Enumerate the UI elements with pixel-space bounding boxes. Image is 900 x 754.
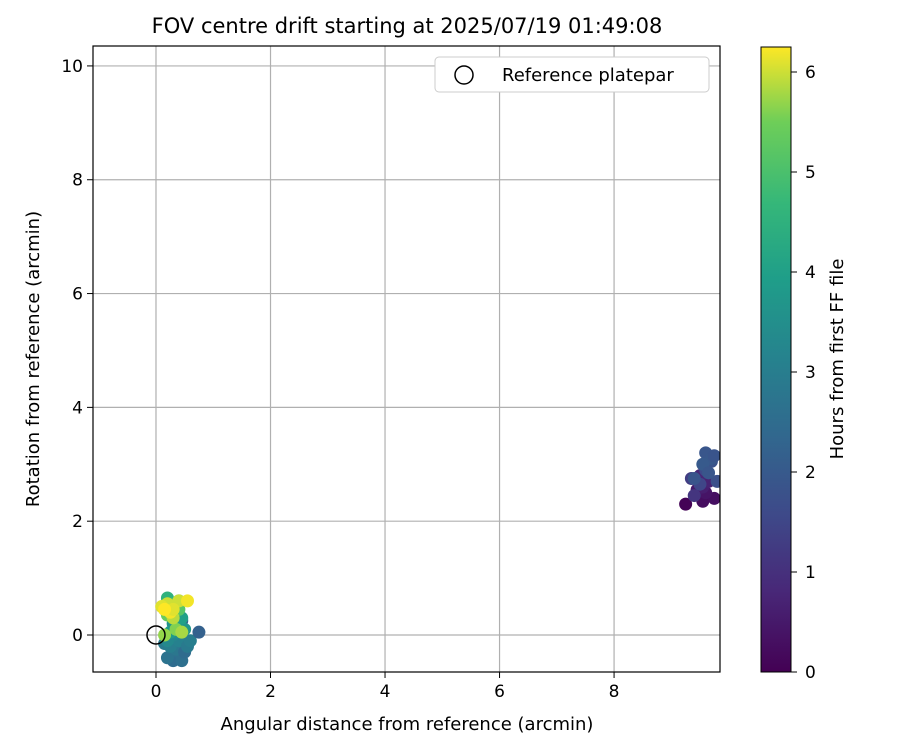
y-tick-label: 4: [72, 398, 83, 418]
scatter-point: [175, 625, 189, 639]
legend-entry-reference: Reference platepar: [502, 65, 674, 86]
scatter-point: [707, 449, 720, 463]
colorbar-tick-label: 3: [805, 363, 816, 383]
y-tick-label: 10: [61, 57, 83, 77]
reference-layer: [146, 625, 166, 645]
colorbar-ticks: 0 1 2 3 4 5 6: [791, 63, 816, 683]
x-tick-label: 6: [494, 682, 505, 702]
colorbar-label: Hours from first FF file: [827, 259, 848, 460]
colorbar: 0 1 2 3 4 5 6 Hours from first FF file: [760, 46, 848, 683]
scatter-point: [687, 472, 701, 486]
plot-frame: [92, 45, 721, 673]
scatter-point: [158, 602, 172, 616]
colorbar-tick-label: 1: [805, 563, 816, 583]
scatter-point: [183, 634, 197, 648]
scatter-point: [702, 466, 716, 480]
legend-marker-reference: [454, 65, 474, 85]
axis-ticks: 0 2 4 6 8 0 2 4 6 8 10: [61, 57, 619, 702]
colorbar-tick-label: 2: [805, 463, 816, 483]
colorbar-tick-label: 0: [805, 663, 816, 683]
y-axis-label: Rotation from reference (arcmin): [23, 211, 44, 507]
scatter-point: [160, 651, 174, 665]
x-tick-label: 0: [151, 682, 162, 702]
scatter-point: [687, 489, 701, 503]
y-tick-label: 0: [72, 626, 83, 646]
y-tick-label: 6: [72, 285, 83, 305]
y-tick-label: 8: [72, 171, 83, 191]
chart-title: FOV centre drift starting at 2025/07/19 …: [152, 14, 663, 38]
scatter-point: [192, 625, 206, 639]
colorbar-tick-label: 4: [805, 263, 816, 283]
legend-box: [434, 56, 710, 93]
grid-lines: [93, 46, 720, 672]
scatter-point: [180, 594, 194, 608]
x-axis-label: Angular distance from reference (arcmin): [221, 714, 594, 735]
reference-platepar-marker: [146, 625, 166, 645]
x-tick-label: 4: [380, 682, 391, 702]
colorbar-tick-label: 6: [805, 63, 816, 83]
scatter-point: [679, 497, 693, 511]
data-points: [155, 446, 720, 668]
x-tick-label: 2: [265, 682, 276, 702]
colorbar-gradient: [760, 46, 792, 673]
colorbar-tick-label: 5: [805, 163, 816, 183]
y-tick-label: 2: [72, 512, 83, 532]
scatter-point: [710, 474, 720, 488]
legend: Reference platepar: [434, 56, 710, 93]
x-tick-label: 8: [609, 682, 620, 702]
